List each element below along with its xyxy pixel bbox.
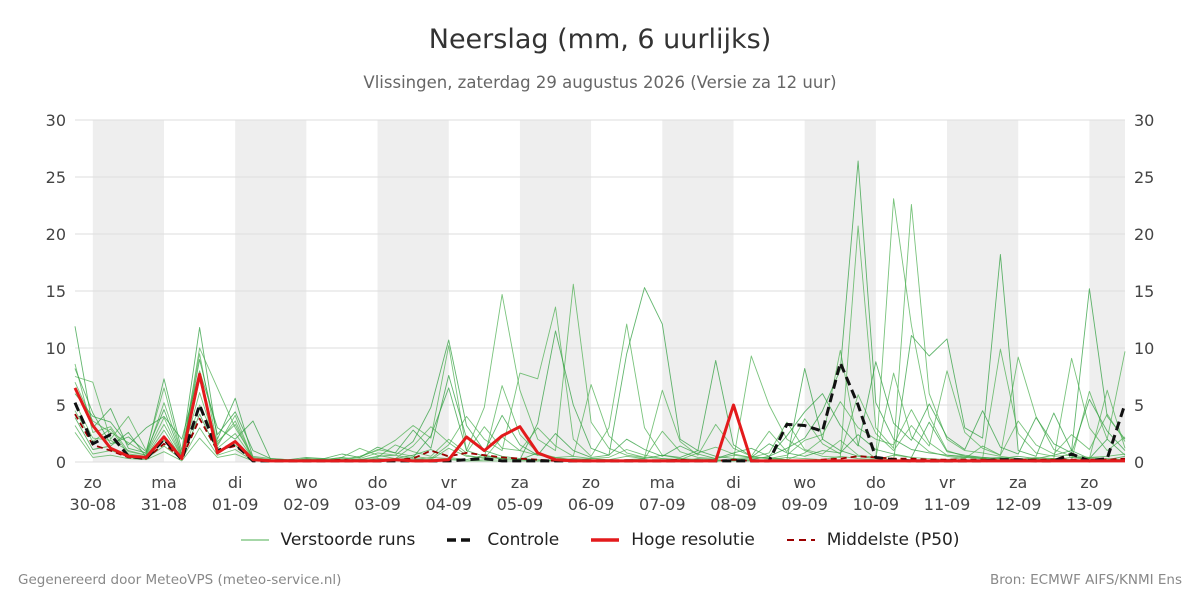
x-tick-date-9: 08-09 xyxy=(710,495,757,514)
legend-label-perturbed: Verstoorde runs xyxy=(280,530,416,550)
ensemble-runs xyxy=(74,160,1126,462)
x-tick-date-2: 01-09 xyxy=(212,495,259,514)
x-tick-day-6: za xyxy=(511,473,529,492)
x-tick-day-12: vr xyxy=(939,473,955,492)
x-tick-date-3: 02-09 xyxy=(283,495,330,514)
legend-label-high-res: Hoge resolutie xyxy=(631,530,755,550)
ensemble-run-10 xyxy=(74,370,1126,462)
y-tick-left-0: 0 xyxy=(56,453,66,472)
footer-source: Bron: ECMWF AIFS/KNMI Ens xyxy=(989,572,1182,588)
x-tick-day-2: di xyxy=(228,473,243,492)
y-tick-right-20: 20 xyxy=(1134,225,1154,244)
x-tick-date-11: 10-09 xyxy=(853,495,900,514)
x-tick-date-6: 05-09 xyxy=(497,495,544,514)
ensemble-run-5 xyxy=(74,356,1126,462)
footer-generated-by: Gegenereerd door MeteoVPS (meteo-service… xyxy=(18,572,342,588)
x-tick-day-1: ma xyxy=(151,473,176,492)
ensemble-run-3 xyxy=(74,254,1126,462)
x-tick-labels: zo 30-08 ma 31-08 di 01-09 wo 02-09 do 03-09 vr 04-… xyxy=(70,473,1113,514)
x-tick-day-5: vr xyxy=(441,473,457,492)
x-tick-day-8: ma xyxy=(650,473,675,492)
legend-label-control: Controle xyxy=(487,530,560,550)
x-tick-date-14: 13-09 xyxy=(1066,495,1113,514)
x-tick-day-9: di xyxy=(726,473,741,492)
x-tick-date-7: 06-09 xyxy=(568,495,615,514)
ensemble-run-9 xyxy=(74,358,1126,461)
legend-item-perturbed: Verstoorde runs xyxy=(240,530,416,550)
chart-title: Neerslag (mm, 6 uurlijks) xyxy=(428,24,772,55)
y-tick-left-25: 25 xyxy=(46,168,66,187)
y-tick-right-30: 30 xyxy=(1134,111,1154,130)
y-tick-labels: 0 0 5 5 10 10 15 15 20 20 25 25 30 30 xyxy=(46,111,1155,472)
chart-subtitle: Vlissingen, zaterdag 29 augustus 2026 (V… xyxy=(363,73,837,92)
y-tick-right-10: 10 xyxy=(1134,339,1154,358)
x-tick-date-8: 07-09 xyxy=(639,495,686,514)
x-tick-day-0: zo xyxy=(84,473,102,492)
y-tick-left-20: 20 xyxy=(46,225,66,244)
x-tick-day-7: zo xyxy=(582,473,600,492)
y-tick-left-15: 15 xyxy=(46,282,66,301)
y-tick-left-30: 30 xyxy=(46,111,66,130)
y-tick-right-5: 5 xyxy=(1134,396,1144,415)
x-tick-date-5: 04-09 xyxy=(425,495,472,514)
legend-item-high-res: Hoge resolutie xyxy=(591,530,755,550)
x-tick-date-1: 31-08 xyxy=(141,495,188,514)
x-tick-day-3: wo xyxy=(295,473,318,492)
legend-label-median: Middelste (P50) xyxy=(826,530,960,550)
x-tick-date-10: 09-09 xyxy=(781,495,828,514)
x-tick-date-12: 11-09 xyxy=(924,495,971,514)
x-tick-date-4: 03-09 xyxy=(354,495,401,514)
main-series xyxy=(73,361,1127,463)
legend-item-control: Controle xyxy=(447,530,559,550)
legend-swatch-control xyxy=(447,538,476,542)
x-tick-day-4: do xyxy=(368,473,388,492)
x-tick-day-11: do xyxy=(866,473,886,492)
legend: Verstoorde runs Controle Hoge resolutie … xyxy=(0,530,1200,550)
x-tick-date-13: 12-09 xyxy=(995,495,1042,514)
y-tick-right-0: 0 xyxy=(1134,453,1144,472)
legend-item-median: Middelste (P50) xyxy=(786,530,960,550)
x-tick-day-13: za xyxy=(1009,473,1027,492)
x-tick-day-14: zo xyxy=(1080,473,1098,492)
y-tick-left-5: 5 xyxy=(56,396,66,415)
y-tick-left-10: 10 xyxy=(46,339,66,358)
y-tick-right-25: 25 xyxy=(1134,168,1154,187)
legend-swatch-median xyxy=(786,539,815,541)
legend-swatch-high-res xyxy=(591,538,620,542)
x-tick-date-0: 30-08 xyxy=(70,495,117,514)
y-tick-right-15: 15 xyxy=(1134,282,1154,301)
series-line-hoge-resolutie xyxy=(73,372,1125,463)
x-tick-day-10: wo xyxy=(793,473,816,492)
legend-swatch-perturbed xyxy=(240,539,269,541)
